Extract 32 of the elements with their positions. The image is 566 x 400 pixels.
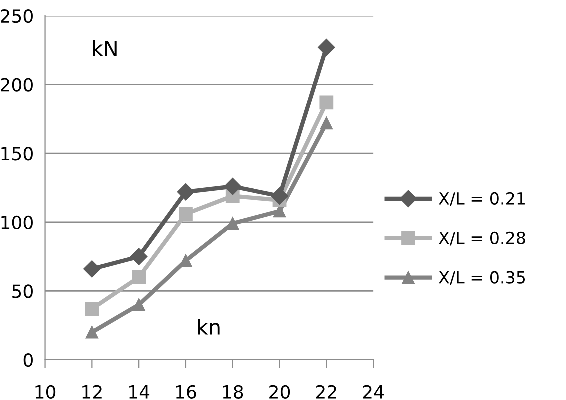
x-tick-label: 20	[270, 385, 290, 399]
x-tick-label: 22	[316, 385, 336, 399]
point	[132, 270, 146, 284]
y-tick-label: 100	[2, 216, 33, 230]
legend-label: X/L = 0.21	[439, 192, 525, 206]
y-tick-label: 0	[24, 353, 33, 368]
point	[271, 188, 288, 205]
point	[85, 302, 100, 316]
point	[84, 260, 101, 278]
y-tick-label: 150	[2, 147, 33, 161]
point	[130, 248, 148, 266]
legend-label: X/L = 0.28	[439, 232, 526, 246]
point	[320, 117, 333, 130]
point	[224, 178, 242, 196]
x-tick-label: 12	[82, 385, 102, 399]
point	[132, 298, 146, 312]
y-tick-label: 250	[1, 9, 33, 24]
x-tick-label: 14	[130, 386, 150, 399]
x-tick-label: 18	[223, 385, 244, 399]
point	[320, 96, 334, 110]
x-tick-label: 24	[363, 385, 384, 399]
y-tick-label: 50	[12, 284, 33, 298]
y-tick-label: 200	[1, 78, 33, 92]
annotation: kn	[198, 318, 220, 335]
point	[177, 184, 195, 201]
point	[179, 207, 193, 222]
annotation: kN	[93, 40, 117, 56]
point	[318, 39, 336, 56]
x-tick-label: 10	[36, 385, 56, 399]
x-tick-label: 16	[176, 385, 196, 399]
legend-label: X/L = 0.35	[439, 271, 526, 286]
point	[86, 326, 98, 339]
